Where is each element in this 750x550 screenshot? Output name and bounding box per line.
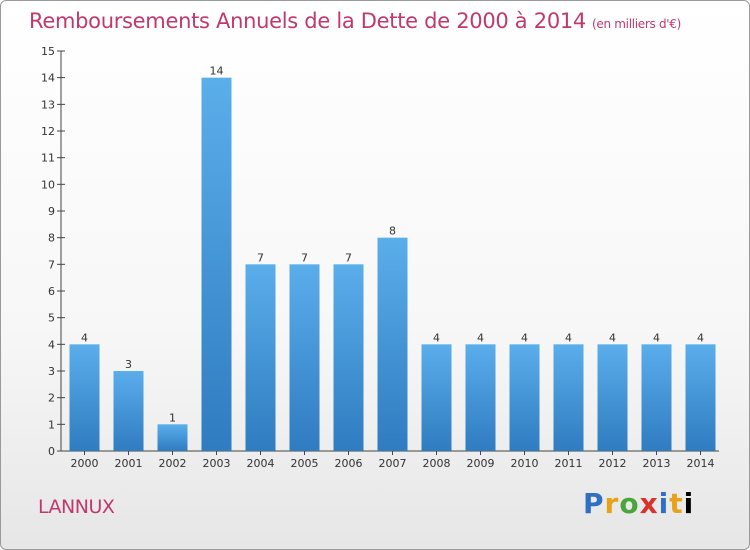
commune-name: LANNUX — [38, 496, 115, 518]
y-tick-label: 5 — [48, 312, 55, 325]
x-tick-label: 2012 — [599, 457, 627, 470]
y-tick-label: 2 — [48, 392, 55, 405]
chart-title: Remboursements Annuels de la Dette de 20… — [29, 9, 681, 33]
y-tick-label: 9 — [48, 205, 55, 218]
x-tick-label: 2014 — [687, 457, 715, 470]
y-tick-label: 8 — [48, 232, 55, 245]
data-label: 7 — [301, 251, 308, 264]
bar — [113, 371, 144, 451]
data-label: 3 — [125, 358, 132, 371]
bar — [553, 344, 584, 451]
chart-title-text: Remboursements Annuels de la Dette de 20… — [29, 9, 586, 33]
y-tick-label: 1 — [48, 418, 55, 431]
x-tick-label: 2005 — [291, 457, 319, 470]
bar — [289, 264, 320, 451]
y-tick-label: 6 — [48, 285, 55, 298]
bar — [157, 424, 188, 451]
chart-unit-note: (en milliers d'€) — [592, 17, 682, 31]
data-label: 4 — [477, 331, 484, 344]
y-tick-label: 7 — [48, 258, 55, 271]
x-tick-label: 2010 — [511, 457, 539, 470]
y-tick-label: 3 — [48, 365, 55, 378]
x-tick-label: 2008 — [423, 457, 451, 470]
bar — [333, 264, 364, 451]
bar — [377, 237, 408, 451]
bar — [597, 344, 628, 451]
x-tick-label: 2013 — [643, 457, 671, 470]
y-tick-label: 11 — [41, 152, 55, 165]
y-tick-label: 4 — [48, 338, 55, 351]
data-label: 4 — [653, 331, 660, 344]
bar — [509, 344, 540, 451]
y-tick-label: 12 — [41, 125, 55, 138]
proxiti-logo: Proxiti — [583, 487, 695, 520]
data-label: 4 — [433, 331, 440, 344]
bar — [69, 344, 100, 451]
y-tick-label: 15 — [41, 45, 55, 58]
x-tick-label: 2003 — [203, 457, 231, 470]
bar — [685, 344, 716, 451]
bar — [641, 344, 672, 451]
data-label: 4 — [697, 331, 704, 344]
bar — [245, 264, 276, 451]
data-label: 1 — [169, 411, 176, 424]
bar — [201, 77, 232, 452]
y-tick-label: 10 — [41, 178, 55, 191]
y-tick-label: 13 — [41, 98, 55, 111]
y-tick-label: 14 — [41, 72, 55, 85]
data-label: 4 — [81, 331, 88, 344]
data-label: 8 — [389, 225, 396, 238]
y-tick-label: 0 — [48, 445, 55, 458]
data-label: 14 — [210, 65, 224, 78]
data-label: 4 — [521, 331, 528, 344]
data-label: 7 — [257, 251, 264, 264]
x-tick-label: 2004 — [247, 457, 275, 470]
x-tick-label: 2006 — [335, 457, 363, 470]
bar — [465, 344, 496, 451]
x-tick-label: 2000 — [71, 457, 99, 470]
x-tick-label: 2002 — [159, 457, 187, 470]
data-label: 4 — [609, 331, 616, 344]
x-tick-label: 2009 — [467, 457, 495, 470]
data-label: 4 — [565, 331, 572, 344]
x-tick-label: 2007 — [379, 457, 407, 470]
x-tick-label: 2001 — [115, 457, 143, 470]
x-tick-label: 2011 — [555, 457, 583, 470]
data-label: 7 — [345, 251, 352, 264]
bar — [421, 344, 452, 451]
